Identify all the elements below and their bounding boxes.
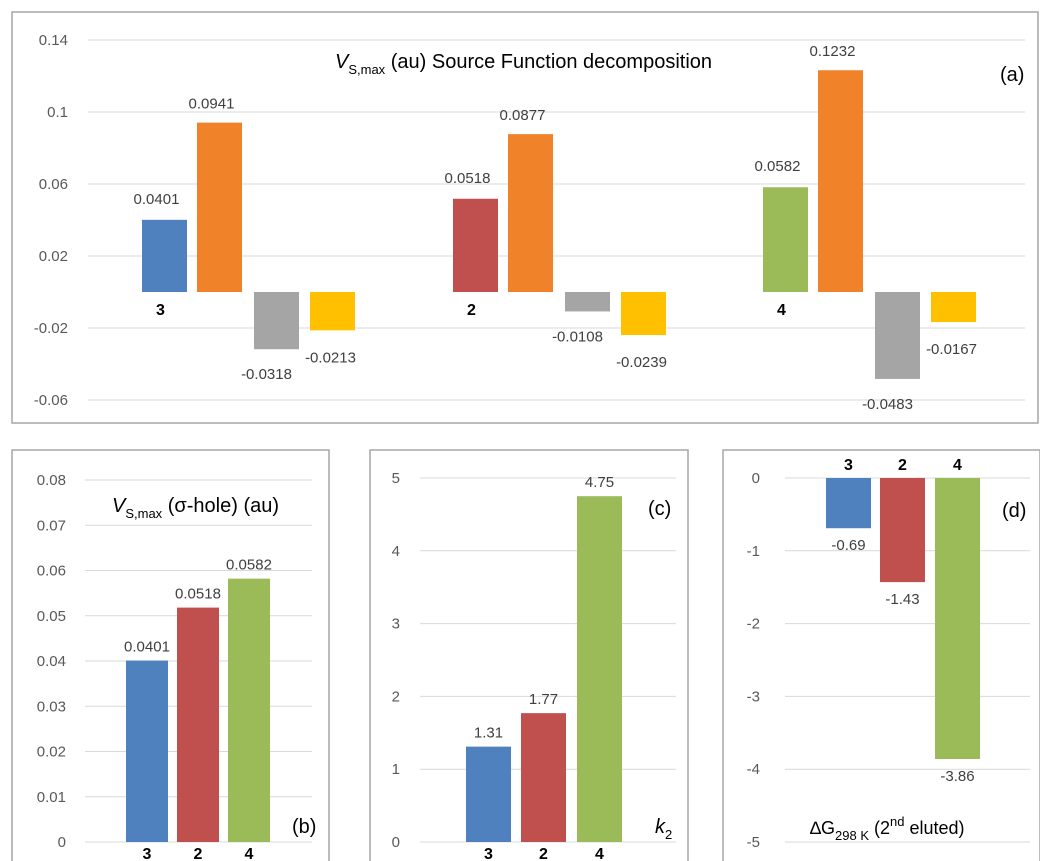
panel-b-y-tick: 0.03	[37, 698, 66, 715]
panel-a-value-label: 0.0518	[445, 170, 491, 187]
panel-c-value-label: 1.31	[474, 725, 503, 742]
panel-a-value-label: 0.0401	[134, 191, 180, 208]
panel-d-y-tick: -1	[747, 543, 760, 560]
panel-c-label: (c)	[648, 498, 671, 520]
panel-a-value-label: -0.0167	[926, 341, 977, 358]
panel-d-value-label: -0.69	[831, 537, 865, 554]
panel-a-bar	[508, 134, 553, 292]
panel-d-y-tick: -2	[747, 616, 760, 633]
panel-b-y-tick: 0.04	[37, 653, 66, 670]
panel-a-y-tick: -0.02	[34, 320, 68, 337]
panel-b-y-tick: 0.05	[37, 608, 66, 625]
panel-a-y-tick: 0.06	[39, 176, 68, 193]
panel-c-bar	[466, 746, 511, 842]
panel-a-category-label: 4	[777, 302, 786, 319]
panel-d-axis-note: ∆G298 K (2nd eluted)	[810, 814, 965, 843]
panel-d-y-tick: -3	[747, 688, 760, 705]
panel-c-value-label: 4.75	[585, 474, 614, 491]
panel-c-bar	[521, 713, 566, 842]
panel-a-bar	[254, 292, 299, 350]
panel-b-category-label: 3	[143, 846, 152, 861]
panel-a-value-label: -0.0213	[305, 349, 356, 366]
panel-b-y-tick: 0.08	[37, 472, 66, 489]
panel-c-category-label: 3	[484, 846, 493, 861]
panel-a-bar	[763, 187, 808, 292]
panel-a-y-tick: 0.1	[47, 104, 68, 121]
panel-a-value-label: -0.0318	[241, 366, 292, 383]
panel-d-y-tick: -4	[747, 761, 760, 778]
panel-d-category-label: 4	[953, 457, 962, 474]
panel-a-bar	[565, 292, 610, 312]
panel-a-value-label: 0.0582	[755, 158, 801, 175]
panel-c-y-tick: 3	[392, 616, 400, 633]
panel-c-bar	[577, 496, 622, 842]
panel-a-frame	[11, 11, 1039, 424]
panel-c-y-tick: 5	[392, 470, 400, 487]
panel-b-category-label: 2	[194, 846, 203, 861]
panel-a-title: VS,max (au) Source Function decompositio…	[335, 51, 712, 77]
panel-b-y-tick: 0.01	[37, 789, 66, 806]
panel-c-category-label: 4	[595, 846, 604, 861]
panel-d-bar	[935, 478, 980, 760]
panel-a-bar	[197, 122, 242, 293]
panel-a-value-label: 0.1232	[810, 43, 856, 60]
panel-b-value-label: 0.0401	[124, 639, 170, 656]
panel-c-category-label: 2	[539, 846, 548, 861]
panel-b-bar	[177, 607, 219, 842]
panel-a-value-label: 0.0877	[500, 107, 546, 124]
panel-d-y-tick: 0	[752, 470, 760, 487]
panel-a-bar	[621, 292, 666, 336]
panel-d-frame	[722, 449, 1040, 861]
panel-a-value-label: -0.0239	[616, 354, 667, 371]
panel-b-y-tick: 0	[58, 834, 66, 851]
panel-a-bar	[142, 219, 187, 292]
panel-a-bar	[310, 292, 355, 331]
panel-a-bar	[875, 292, 920, 379]
panel-b-bar	[126, 660, 168, 842]
panel-a-value-label: 0.0941	[189, 96, 235, 113]
panel-a-value-label: -0.0108	[552, 328, 603, 345]
panel-a-bar	[931, 292, 976, 323]
panel-d-value-label: -3.86	[940, 768, 974, 785]
panel-b-value-label: 0.0582	[226, 557, 272, 574]
panel-c-y-tick: 0	[392, 834, 400, 851]
panel-a-y-tick: 0.02	[39, 248, 68, 265]
panel-c-frame	[369, 449, 689, 861]
panel-a-bar	[818, 70, 863, 293]
panel-c-y-tick: 1	[392, 761, 400, 778]
panel-c-axis-note: k2	[655, 816, 672, 842]
panel-a-y-tick: 0.14	[39, 32, 68, 49]
panel-a-bar	[453, 198, 498, 292]
panel-a-category-label: 2	[467, 302, 476, 319]
panel-a-y-tick: -0.06	[34, 392, 68, 409]
panel-b-y-tick: 0.06	[37, 563, 66, 580]
panel-b-category-label: 4	[245, 846, 254, 861]
panel-b-title: VS,max (σ-hole) (au)	[112, 495, 279, 521]
panel-d-y-tick: -5	[747, 834, 760, 851]
panel-c-value-label: 1.77	[529, 691, 558, 708]
panel-b-value-label: 0.0518	[175, 586, 221, 603]
panel-d-category-label: 3	[844, 457, 853, 474]
panel-a-category-label: 3	[156, 302, 165, 319]
plot-layer: 0.140.10.060.02-0.02-0.0630.04010.0941-0…	[34, 32, 1030, 861]
panel-b-y-tick: 0.02	[37, 744, 66, 761]
panel-b-label: (b)	[292, 816, 316, 838]
panel-d-category-label: 2	[898, 457, 907, 474]
panel-d-bar	[826, 478, 871, 529]
panel-b-bar	[228, 578, 270, 842]
panel-c-y-tick: 2	[392, 688, 400, 705]
panel-d-bar	[880, 478, 925, 583]
panel-a-label: (a)	[1000, 64, 1024, 86]
panel-c-y-tick: 4	[392, 543, 400, 560]
panel-b-frame	[11, 449, 330, 861]
panel-d-label: (d)	[1002, 500, 1026, 522]
panel-d-value-label: -1.43	[885, 591, 919, 608]
panel-a-value-label: -0.0483	[862, 396, 913, 413]
panel-b-y-tick: 0.07	[37, 517, 66, 534]
